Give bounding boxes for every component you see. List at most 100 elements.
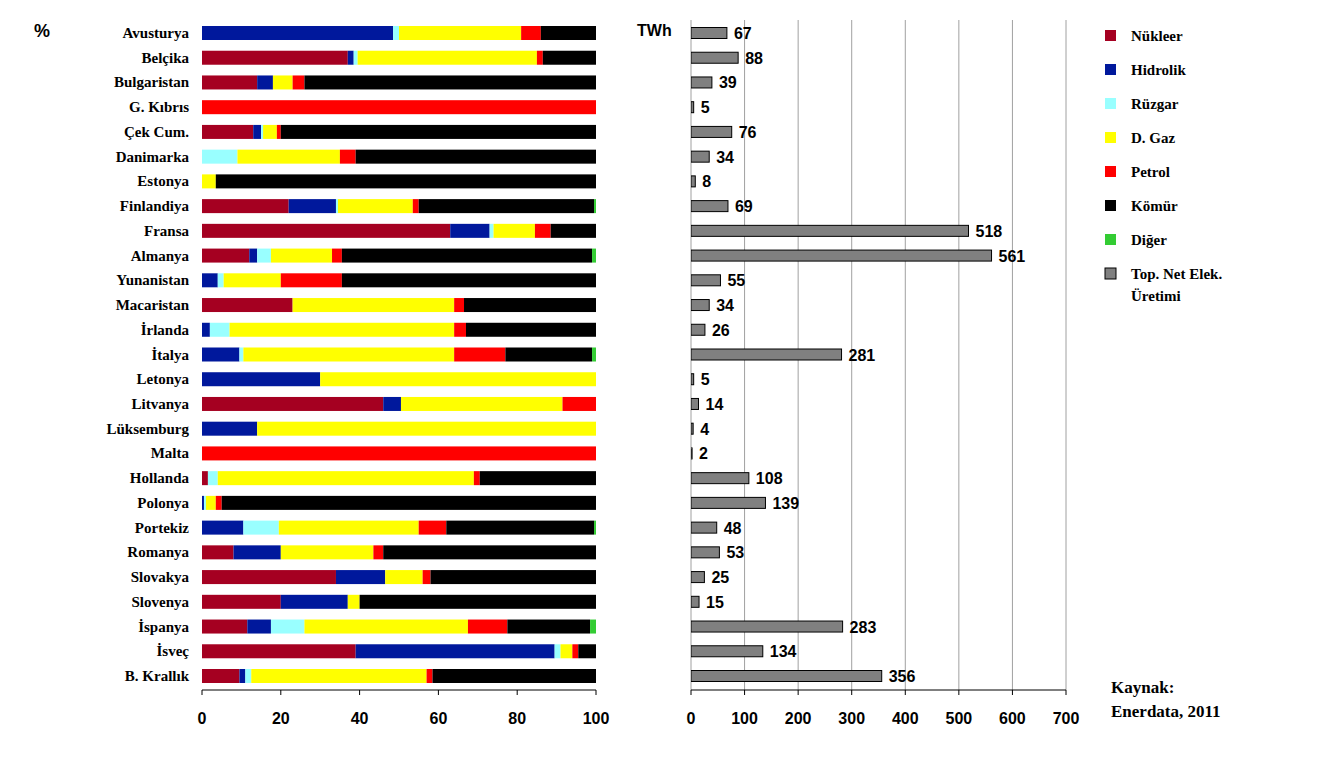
- tick-mark: [202, 690, 203, 695]
- bar-segment: [273, 75, 293, 89]
- legend-label: Petrol: [1131, 164, 1170, 180]
- bar-segment: [237, 150, 339, 164]
- bar-segment: [596, 372, 597, 386]
- bar-segment: [230, 323, 455, 337]
- data-label: 48: [724, 520, 742, 537]
- bar-segment: [466, 323, 596, 337]
- bar-segment: [202, 545, 234, 559]
- category-label: İsveç: [157, 643, 190, 659]
- bar-segment: [596, 298, 597, 312]
- tick-mark: [1066, 690, 1067, 695]
- bar-segment: [596, 75, 597, 89]
- bar-segment: [596, 372, 597, 386]
- bar-segment: [431, 570, 596, 584]
- category-label: Letonya: [137, 371, 190, 387]
- bar-segment: [543, 51, 596, 65]
- tick-label: 400: [892, 710, 919, 727]
- bar-segment: [243, 521, 278, 535]
- bar-segment: [249, 249, 257, 263]
- bar: [691, 300, 709, 311]
- data-label: 34: [716, 149, 734, 166]
- tick-label: 500: [946, 710, 973, 727]
- bar-segment: [202, 644, 356, 658]
- category-label: Romanya: [127, 544, 189, 560]
- bar-segment: [281, 545, 374, 559]
- bar-segment: [358, 51, 537, 65]
- bar-segment: [360, 595, 596, 609]
- bar-segment: [293, 298, 455, 312]
- bar-segment: [257, 249, 271, 263]
- tick-label: 100: [583, 710, 610, 727]
- data-label: 5: [701, 99, 710, 116]
- bar-segment: [202, 249, 249, 263]
- category-label: İrlanda: [141, 322, 190, 338]
- bar: [691, 671, 882, 682]
- bar: [691, 52, 738, 63]
- panel-0: %020406080100AvusturyaBelçikaBulgaristan…: [34, 21, 609, 727]
- bar-segment: [450, 224, 489, 238]
- bar-segment: [383, 545, 596, 559]
- bar-segment: [202, 570, 336, 584]
- tick-label: 0: [198, 710, 207, 727]
- bar-segment: [348, 595, 360, 609]
- data-label: 2: [699, 445, 708, 462]
- bar-segment: [202, 75, 257, 89]
- bar-segment: [279, 521, 419, 535]
- bar-segment: [239, 348, 243, 362]
- tick-label: 600: [999, 710, 1026, 727]
- data-label: 108: [756, 470, 783, 487]
- bar-segment: [202, 150, 237, 164]
- tick-mark: [438, 690, 439, 695]
- background: [0, 0, 1342, 777]
- bar: [691, 423, 693, 434]
- bar: [691, 398, 699, 409]
- data-label: 76: [739, 124, 757, 141]
- bar-segment: [202, 273, 218, 287]
- bar-segment: [578, 644, 596, 658]
- bar-segment: [596, 273, 597, 287]
- category-label: B. Krallık: [125, 668, 190, 684]
- bar-segment: [245, 669, 251, 683]
- bar-segment: [596, 51, 597, 65]
- data-label: 39: [719, 74, 737, 91]
- data-label: 8: [702, 173, 711, 190]
- grid-line: [905, 20, 906, 690]
- category-label: Slovakya: [131, 569, 190, 585]
- data-label: 139: [772, 495, 799, 512]
- bar-segment: [204, 496, 206, 510]
- bar-segment: [202, 348, 239, 362]
- legend-swatch: [1105, 132, 1116, 143]
- tick-mark: [596, 690, 597, 695]
- bar-segment: [216, 174, 596, 188]
- category-label: Bulgaristan: [114, 74, 190, 90]
- bar-segment: [592, 249, 596, 263]
- tick-label: 40: [351, 710, 369, 727]
- bar: [691, 473, 749, 484]
- category-label: Lüksemburg: [106, 421, 189, 437]
- legend-swatch: [1105, 234, 1116, 245]
- bar-segment: [413, 199, 419, 213]
- bar-segment: [202, 471, 208, 485]
- bar-segment: [596, 422, 597, 436]
- bar-segment: [320, 372, 596, 386]
- bar-segment: [202, 397, 383, 411]
- data-label: 356: [889, 668, 916, 685]
- bar-segment: [271, 249, 332, 263]
- tick-label: 300: [838, 710, 865, 727]
- bar-segment: [277, 125, 281, 139]
- bar-segment: [202, 595, 281, 609]
- category-label: Estonya: [137, 173, 189, 189]
- bar-segment: [243, 348, 454, 362]
- tick-label: 80: [508, 710, 526, 727]
- bar-segment: [202, 521, 243, 535]
- bar-segment: [263, 125, 277, 139]
- bar-segment: [202, 620, 247, 634]
- bar-segment: [261, 125, 263, 139]
- legend-label: Rüzgar: [1131, 96, 1179, 112]
- legend-label: Kömür: [1131, 198, 1178, 214]
- bar: [691, 349, 842, 360]
- bar-segment: [594, 521, 596, 535]
- bar-segment: [596, 570, 597, 584]
- bar: [691, 126, 732, 137]
- data-label: 25: [711, 569, 729, 586]
